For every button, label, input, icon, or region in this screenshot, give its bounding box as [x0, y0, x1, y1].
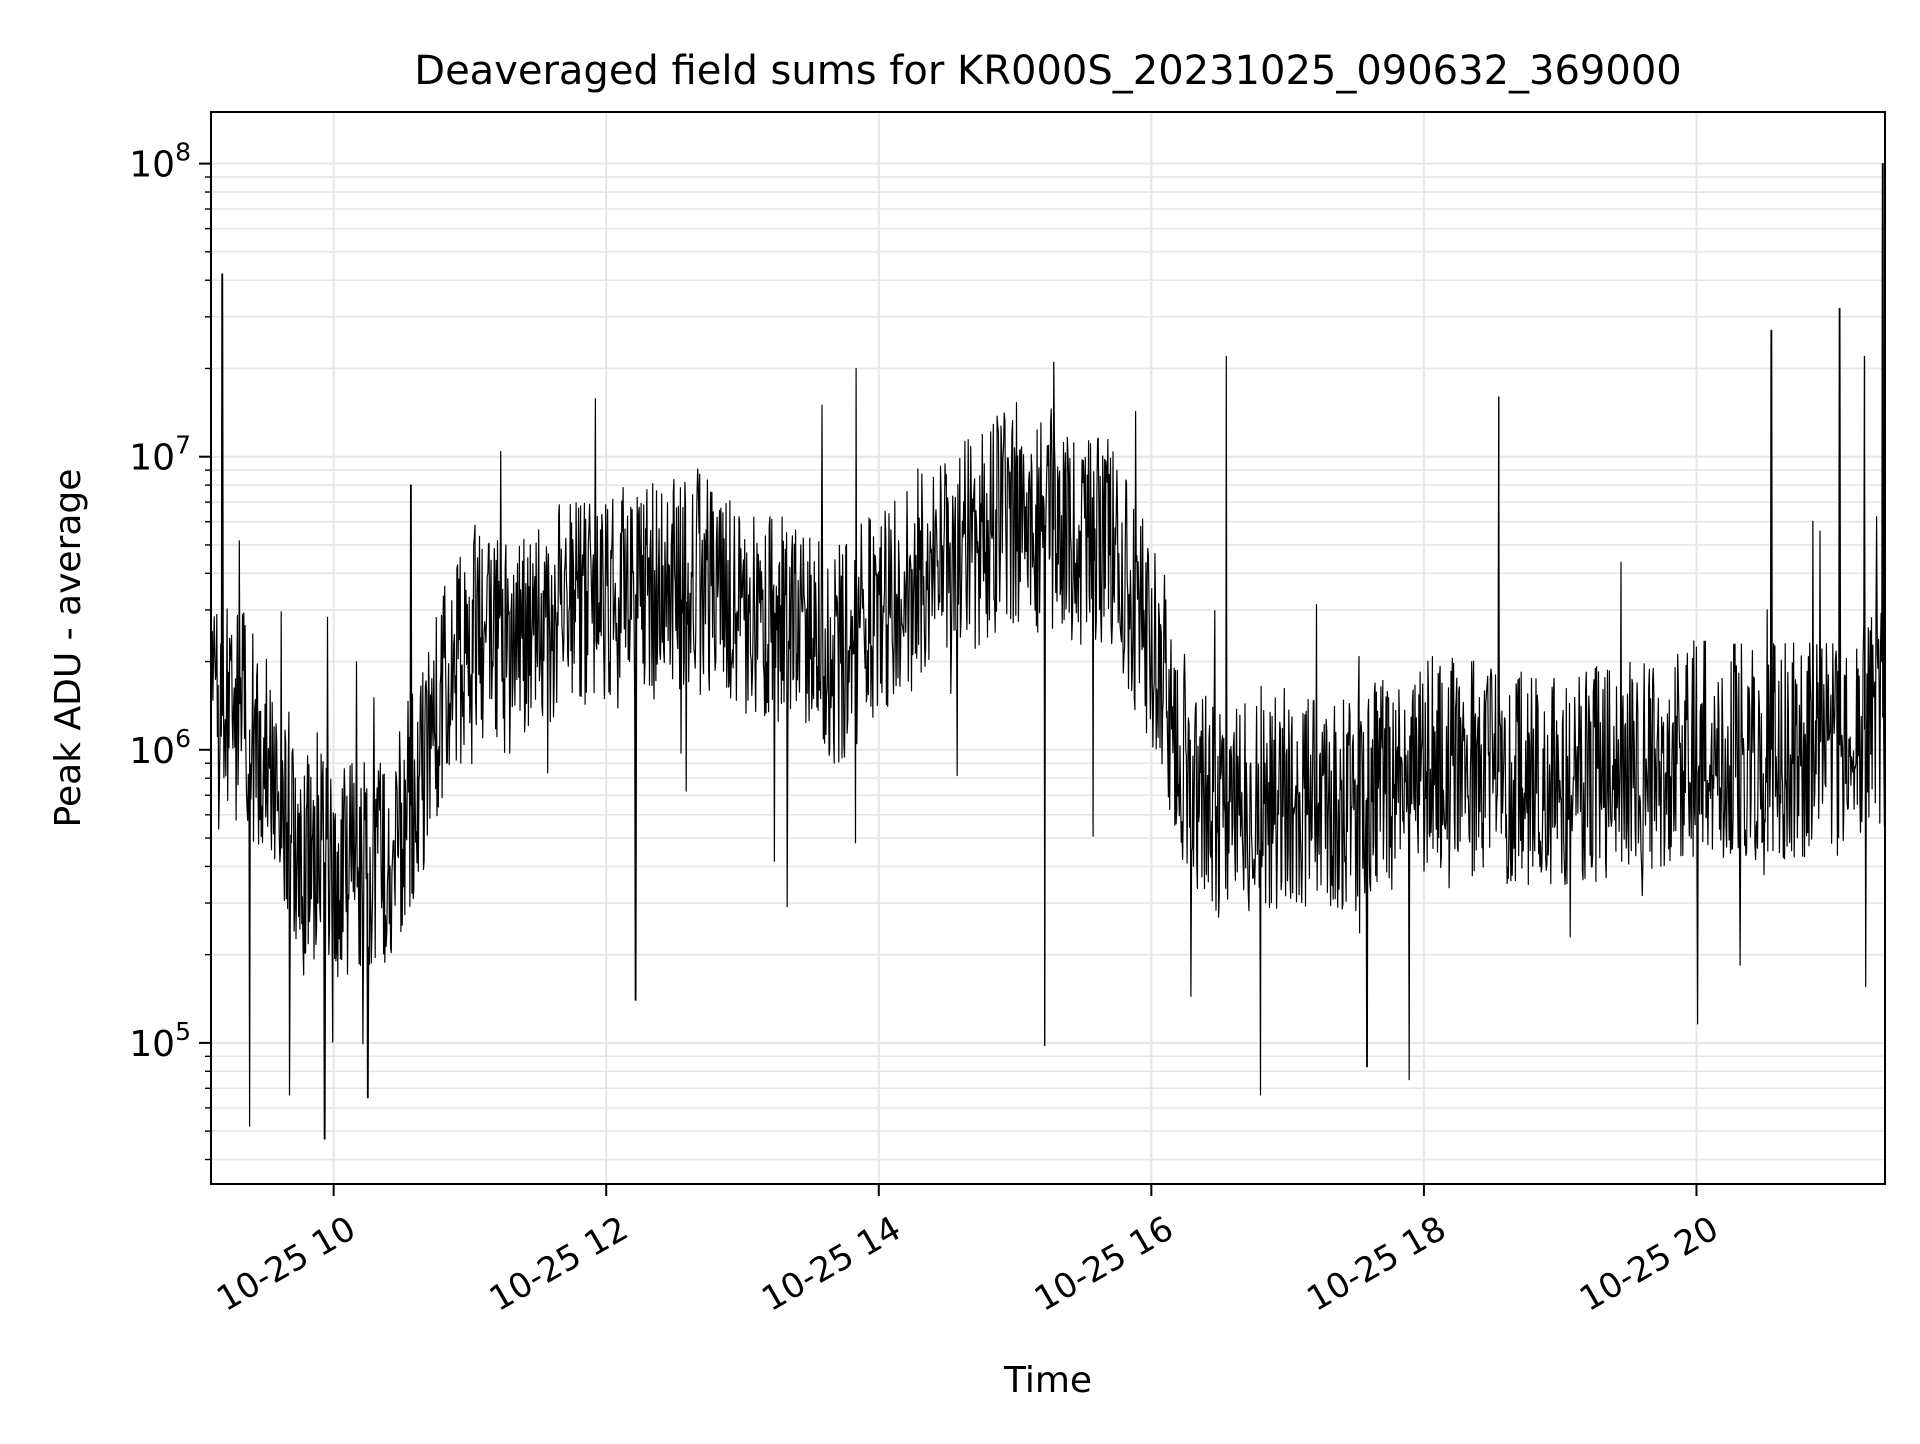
y-tick-label: 108 — [129, 138, 191, 186]
y-tick-label: 105 — [129, 1017, 191, 1065]
data-series-line — [210, 163, 1886, 1140]
plot-area — [210, 163, 1886, 1140]
plot-frame — [210, 111, 1886, 1185]
x-axis-label: Time — [1003, 1360, 1092, 1401]
chart-title: Deaveraged field sums for KR000S_2023102… — [414, 48, 1681, 94]
y-tick-label: 107 — [129, 431, 191, 479]
y-tick-label: 106 — [129, 724, 191, 772]
y-axis-label: Peak ADU - average — [48, 469, 89, 828]
